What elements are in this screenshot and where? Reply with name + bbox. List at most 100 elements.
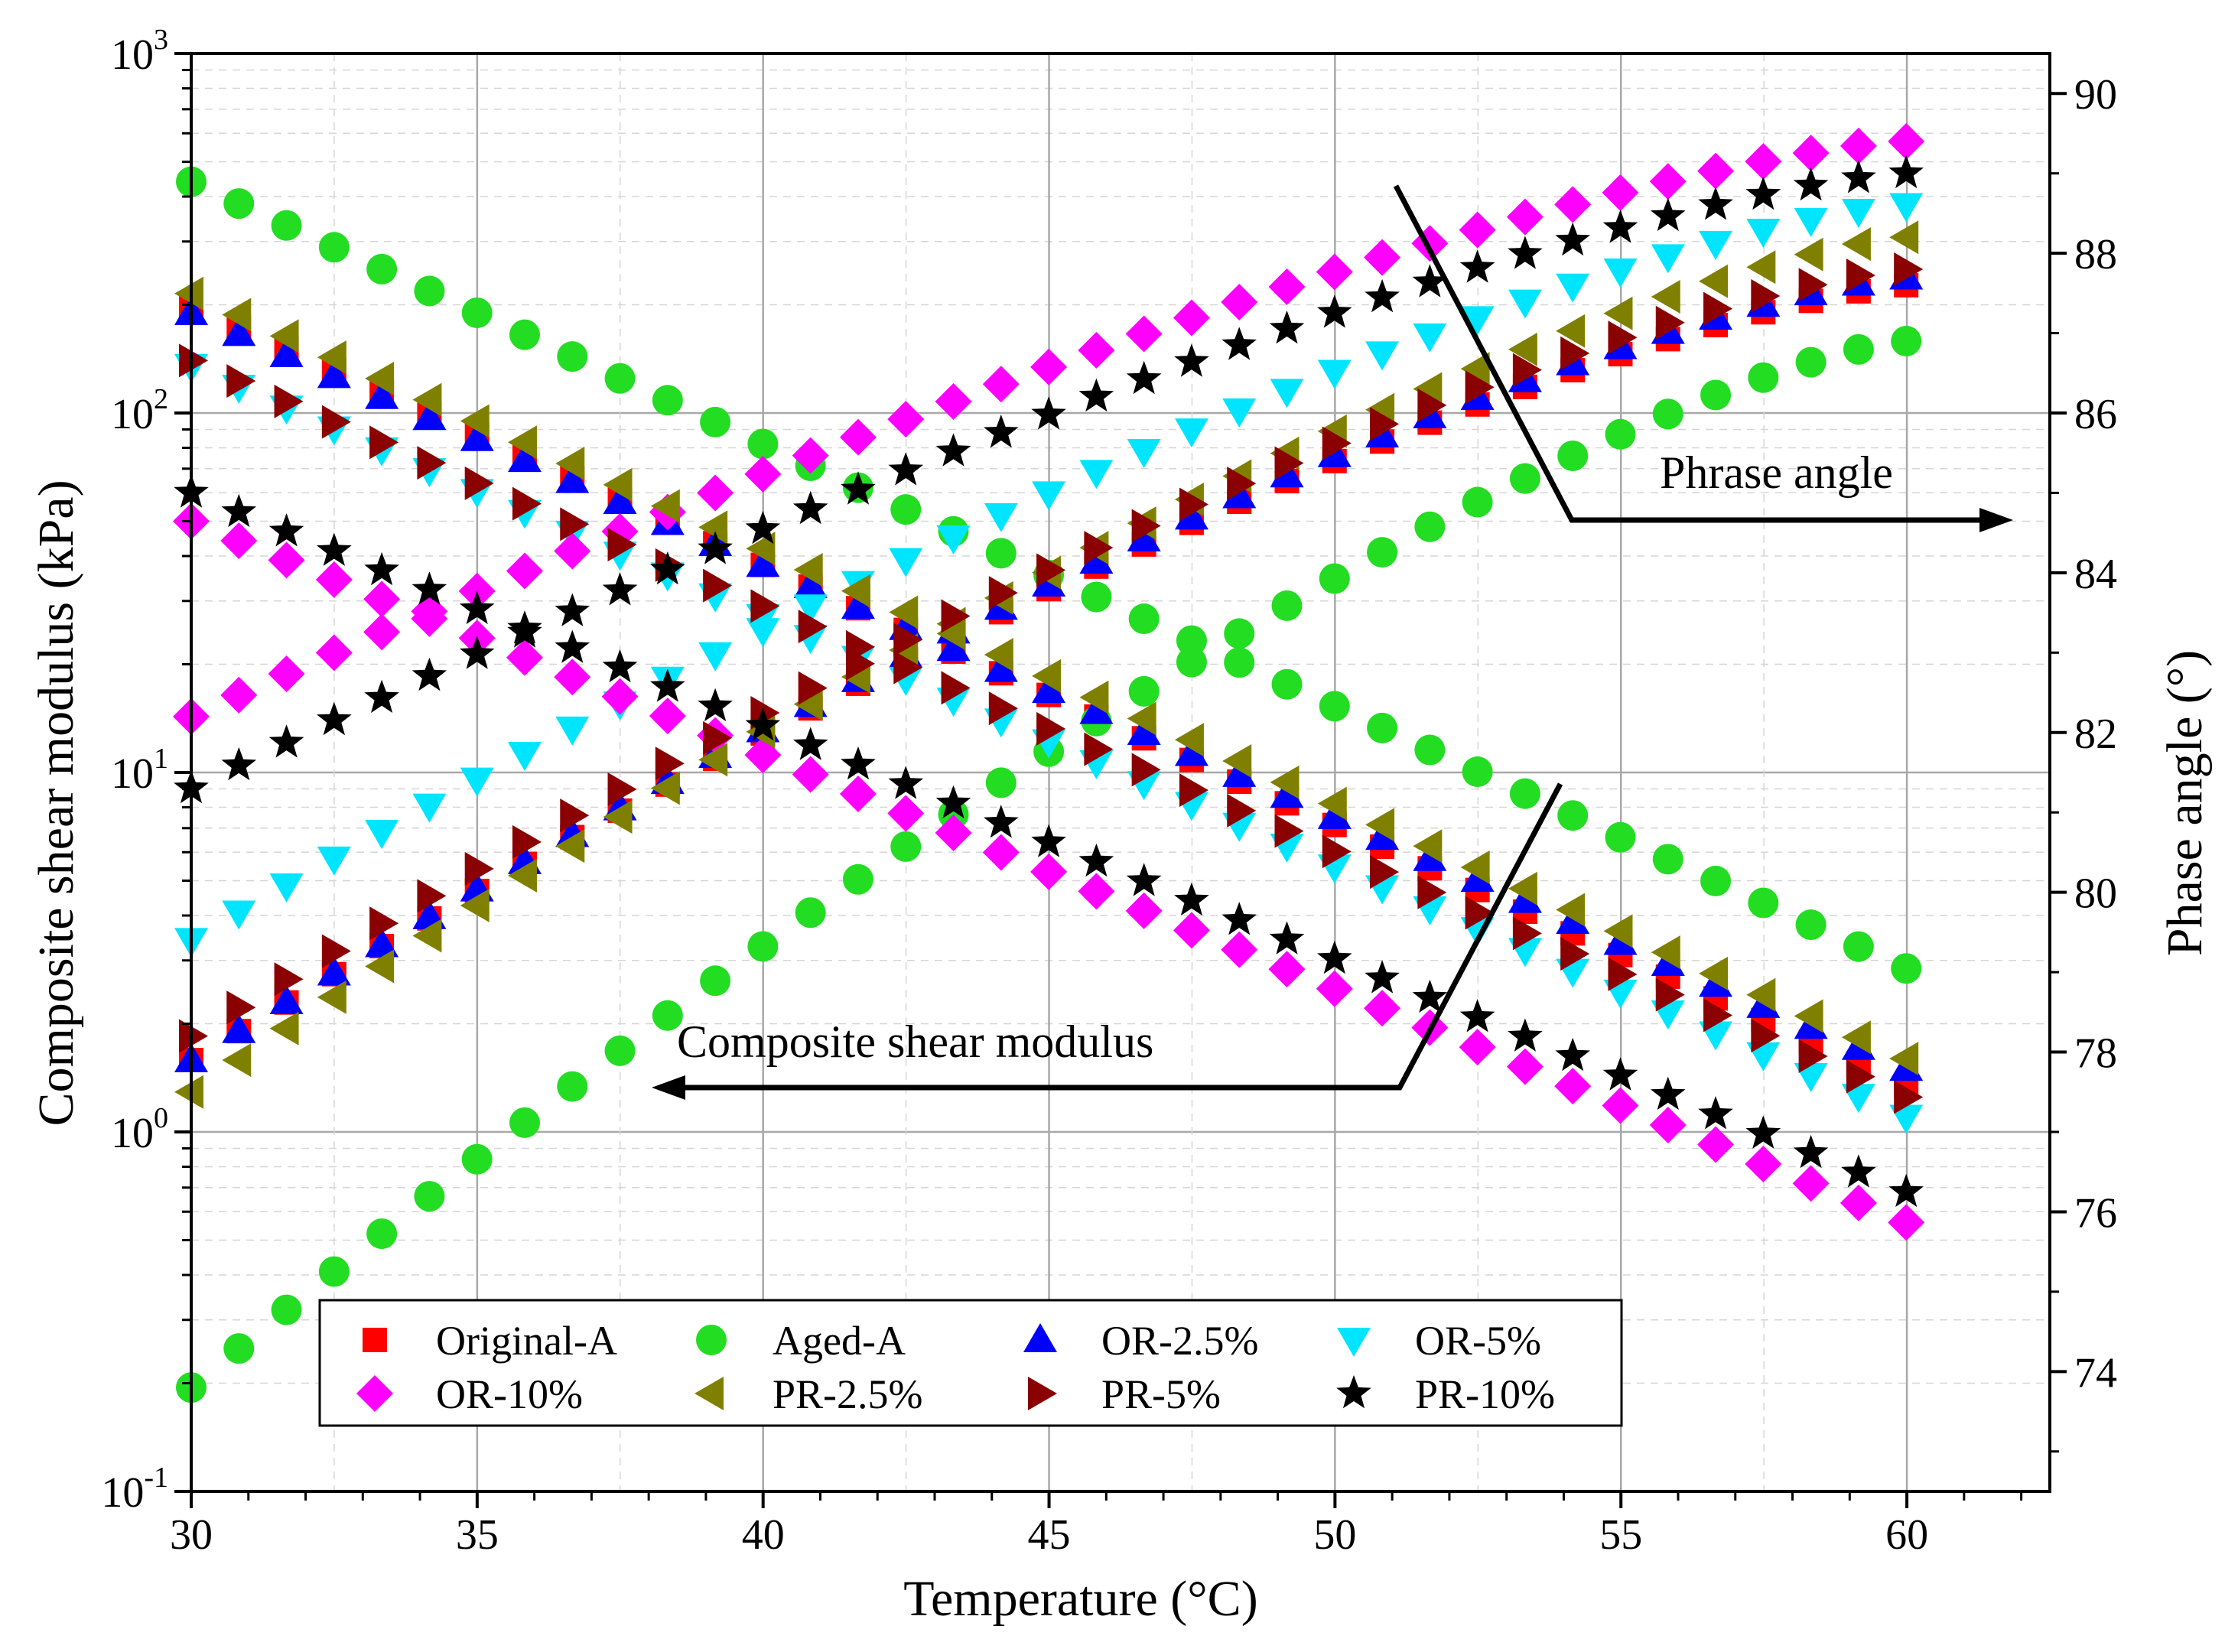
phase-point [271, 1294, 302, 1325]
modulus-point [221, 493, 257, 528]
legend-label: PR-10% [1415, 1371, 1555, 1417]
phase-point [1698, 187, 1733, 220]
modulus-point [793, 568, 828, 598]
phase-point [1030, 348, 1068, 385]
modulus-point [1174, 882, 1209, 916]
modulus-point [1414, 734, 1446, 766]
modulus-point [750, 589, 780, 623]
modulus-point [1417, 875, 1447, 909]
phase-point [507, 858, 537, 893]
modulus-point [317, 340, 346, 375]
modulus-point [1270, 779, 1304, 808]
phase-point [984, 502, 1018, 532]
x-tick-label: 40 [742, 1511, 785, 1559]
phase-point [269, 873, 304, 902]
phase-point [317, 846, 351, 876]
phase-point [1367, 537, 1398, 568]
modulus-point [1652, 844, 1683, 875]
ticks: 30 35 40 45 50 55 60 10-1 100 101 102 103 74 76 78 80 82… [101, 24, 2117, 1559]
phase-point [512, 824, 542, 859]
phase-point [1084, 531, 1114, 565]
modulus-point [459, 590, 495, 625]
phase-point [698, 531, 733, 564]
phase-point [179, 1019, 208, 1053]
phase-point [269, 1011, 299, 1046]
modulus-arrow [652, 782, 1563, 1100]
phase-point [1222, 398, 1257, 428]
phase-point [607, 772, 637, 806]
modulus-point [984, 805, 1019, 838]
modulus-point [1174, 737, 1208, 766]
modulus-point [1554, 1068, 1592, 1105]
modulus-point [1030, 853, 1068, 890]
phase-point [890, 831, 922, 862]
modulus-point [506, 639, 543, 676]
phase-point [1413, 323, 1447, 353]
modulus-point [984, 652, 1018, 682]
phase-point [1319, 563, 1350, 594]
phase-point [365, 928, 399, 958]
modulus-point [1698, 1096, 1733, 1130]
legend-label: PR-5% [1101, 1371, 1221, 1417]
modulus-point [652, 385, 683, 416]
modulus-point [1317, 799, 1352, 829]
modulus-point [1367, 712, 1398, 743]
phase-point [269, 984, 304, 1014]
phase-point [1560, 336, 1590, 370]
phase-point [222, 1043, 252, 1078]
phase-point [509, 1107, 540, 1138]
y-right-tick-label: 80 [2074, 870, 2117, 918]
phase-point [744, 455, 782, 493]
modulus-point [1179, 773, 1208, 808]
modulus-point [1888, 1173, 1924, 1208]
modulus-point [1079, 680, 1109, 714]
modulus-point [1889, 1042, 1919, 1076]
phase-point [1317, 359, 1352, 389]
phase-point [1603, 296, 1633, 330]
phase-point [1317, 294, 1352, 328]
phase-point [1271, 590, 1303, 621]
phase-point [745, 510, 781, 545]
phase-point [1174, 418, 1208, 448]
phase-point [1316, 253, 1353, 291]
phase-point [746, 618, 780, 648]
y-right-tick-label: 84 [2074, 551, 2117, 598]
phase-point [1269, 311, 1305, 344]
phase-point [222, 900, 256, 930]
phase-point [603, 800, 633, 834]
modulus-point [841, 746, 876, 780]
phase-point [411, 657, 447, 691]
modulus-point [798, 610, 828, 644]
phase-point [1174, 500, 1208, 530]
modulus-point [1174, 723, 1204, 757]
modulus-point [1462, 756, 1493, 788]
phase-point [1888, 122, 1925, 160]
phase-point [984, 415, 1019, 448]
phase-point [1745, 176, 1781, 210]
modulus-point [414, 275, 445, 307]
modulus-point [1078, 873, 1115, 910]
modulus-point [555, 447, 585, 481]
modulus-point [984, 638, 1013, 672]
modulus-point [1508, 883, 1542, 913]
modulus-point [1703, 998, 1733, 1032]
phase-point [1651, 280, 1680, 314]
legend: Original-A Aged-A OR-2.5% OR-5% OR-10% PR-2.5… [318, 1299, 1623, 1427]
modulus-point [1128, 603, 1160, 635]
phase-point [1127, 522, 1161, 551]
phase-point [698, 642, 733, 672]
legend-label: OR-5% [1415, 1318, 1541, 1364]
modulus-point [1365, 808, 1395, 842]
modulus-point [698, 510, 728, 545]
modulus-point [793, 552, 823, 587]
modulus-point [269, 337, 304, 367]
phase-point [1843, 333, 1874, 365]
modulus-point [315, 561, 353, 598]
phase-angle-annotation: Phrase angle [1660, 447, 1893, 498]
modulus-point [507, 443, 542, 473]
modulus-point [1460, 863, 1495, 893]
modulus-point [222, 317, 256, 346]
phase-point [317, 701, 352, 736]
phase-point [1268, 268, 1306, 306]
